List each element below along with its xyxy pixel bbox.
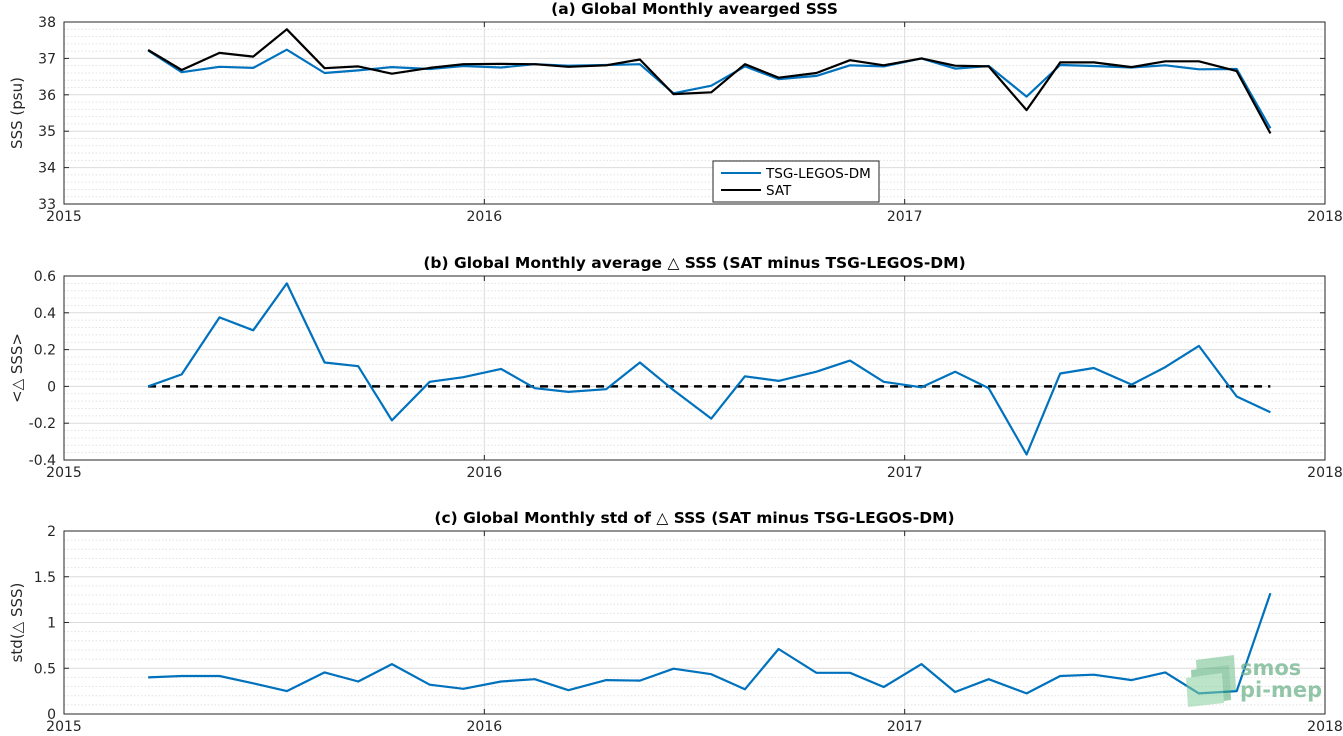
x-tick-label: 2018: [1307, 719, 1343, 735]
series-line-sat: [147, 28, 1272, 134]
smos-pimep-logo-icon: [1186, 655, 1236, 707]
series-line-tsg-legos-dm: [147, 48, 1272, 129]
legend: TSG-LEGOS-DM SAT: [712, 160, 880, 203]
y-tick-label: 2: [47, 524, 56, 540]
y-tick-label: 1.5: [34, 570, 56, 586]
y-axis-label: SSS (psu): [8, 77, 26, 149]
chart-panel-b: -0.4 -0.2 0 0.2 0.4 0.6 2015 2016 2017 2018 (b) Gl…: [8, 254, 1343, 481]
y-tick-label: 1: [47, 616, 56, 632]
series-line-panel-2: [148, 592, 1272, 695]
y-tick-label: 34: [38, 161, 56, 177]
y-tick-label: 35: [38, 124, 56, 140]
y-tick-label: 0.4: [34, 306, 56, 322]
x-tick-label: 2015: [46, 465, 82, 481]
y-axis-label: std(△ SSS): [8, 583, 26, 663]
y-tick-label: 33: [38, 197, 56, 213]
chart-title: (b) Global Monthly average △ SSS (SAT mi…: [423, 254, 965, 272]
y-tick-label: 37: [38, 51, 56, 67]
y-tick-label: 0.5: [34, 661, 56, 677]
axes-frame: [63, 275, 1326, 461]
y-tick-label: 36: [38, 88, 56, 104]
legend-label-tsg: TSG-LEGOS-DM: [765, 166, 871, 182]
series-line-panel-1: [147, 282, 1271, 456]
x-tick-label: 2015: [46, 209, 82, 225]
x-tick-label: 2018: [1307, 465, 1343, 481]
y-tick-label: -0.2: [29, 416, 56, 432]
x-tick-label: 2015: [46, 719, 82, 735]
x-tick-label: 2016: [467, 465, 503, 481]
chart-panel-a: 33 34 35 36 37 38 2015 2016 2017 2018 (a) Global M…: [8, 0, 1343, 225]
legend-label-sat: SAT: [766, 183, 792, 199]
x-tick-label: 2016: [467, 209, 503, 225]
x-tick-label: 2018: [1307, 209, 1343, 225]
x-tick-label: 2017: [887, 465, 923, 481]
axes-frame: [63, 21, 1326, 205]
smos-pimep-logo: smos pi-mep: [1186, 655, 1322, 707]
x-tick-label: 2016: [467, 719, 503, 735]
chart-title: (a) Global Monthly avearged SSS: [551, 0, 838, 18]
y-axis-label: <△ SSS>: [8, 333, 26, 403]
logo-text-smos: smos: [1240, 656, 1301, 680]
x-tick-label: 2017: [887, 719, 923, 735]
y-tick-label: 0.2: [34, 343, 56, 359]
chart-title: (c) Global Monthly std of △ SSS (SAT min…: [434, 509, 954, 527]
y-tick-label: 38: [38, 15, 56, 31]
y-tick-label: 0: [47, 379, 56, 395]
y-tick-label: -0.4: [29, 453, 56, 469]
y-tick-label: 0: [47, 707, 56, 723]
x-tick-label: 2017: [887, 209, 923, 225]
y-tick-label: 0.6: [34, 269, 56, 285]
logo-text-pimep: pi-mep: [1240, 678, 1322, 702]
chart-panel-c: 0 0.5 1 1.5 2 2015 2016 2017 2018 (c) Global Mont…: [8, 509, 1343, 735]
